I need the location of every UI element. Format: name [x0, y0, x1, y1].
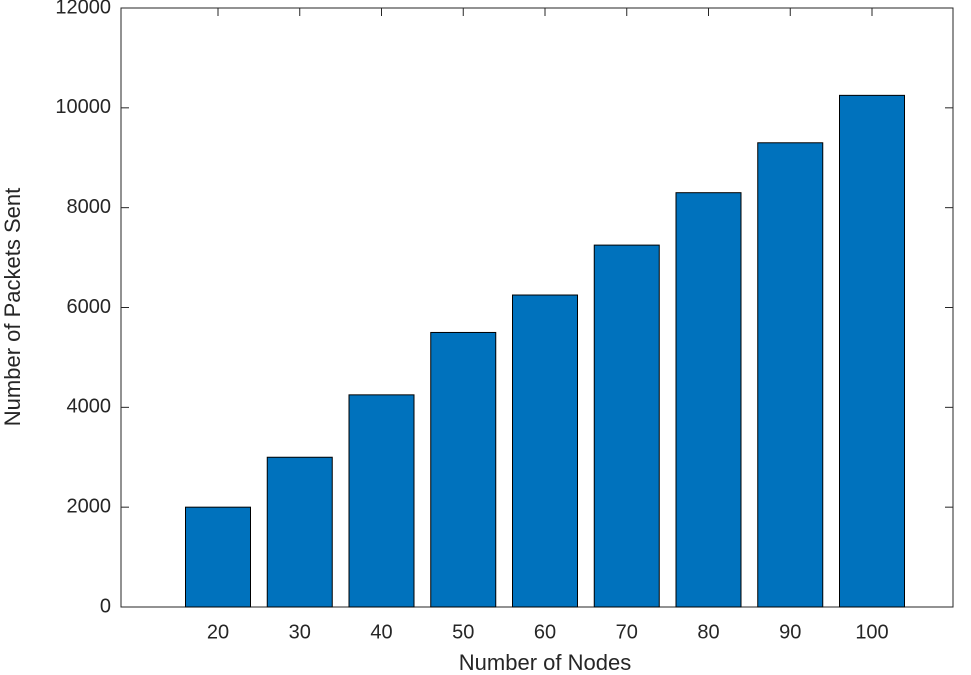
y-axis-title: Number of Packets Sent — [0, 188, 25, 426]
y-tick-label: 4000 — [67, 396, 112, 418]
bar — [185, 506, 251, 608]
x-tick-label: 100 — [855, 621, 888, 643]
x-tick-label: 90 — [779, 621, 801, 643]
x-tick-label: 80 — [697, 621, 719, 643]
y-tick-label: 0 — [100, 595, 111, 617]
x-tick-label: 30 — [289, 621, 311, 643]
x-axis-title: Number of Nodes — [459, 650, 631, 675]
bar — [757, 142, 824, 608]
y-tick-label: 8000 — [67, 196, 112, 218]
bar — [266, 456, 333, 608]
bar — [348, 394, 415, 608]
bar — [839, 94, 905, 608]
x-tick-label: 60 — [534, 621, 556, 643]
bar — [675, 192, 742, 608]
x-tick-label: 50 — [452, 621, 474, 643]
bar — [430, 331, 497, 608]
x-tick-label: 70 — [616, 621, 638, 643]
y-tick-label: 12000 — [55, 0, 111, 18]
y-tick-label: 10000 — [55, 96, 111, 118]
bar — [512, 294, 578, 608]
y-tick-label: 6000 — [67, 296, 112, 318]
y-tick-label: 2000 — [67, 495, 112, 517]
x-tick-label: 40 — [370, 621, 392, 643]
bar — [593, 244, 660, 608]
x-tick-label: 20 — [207, 621, 229, 643]
